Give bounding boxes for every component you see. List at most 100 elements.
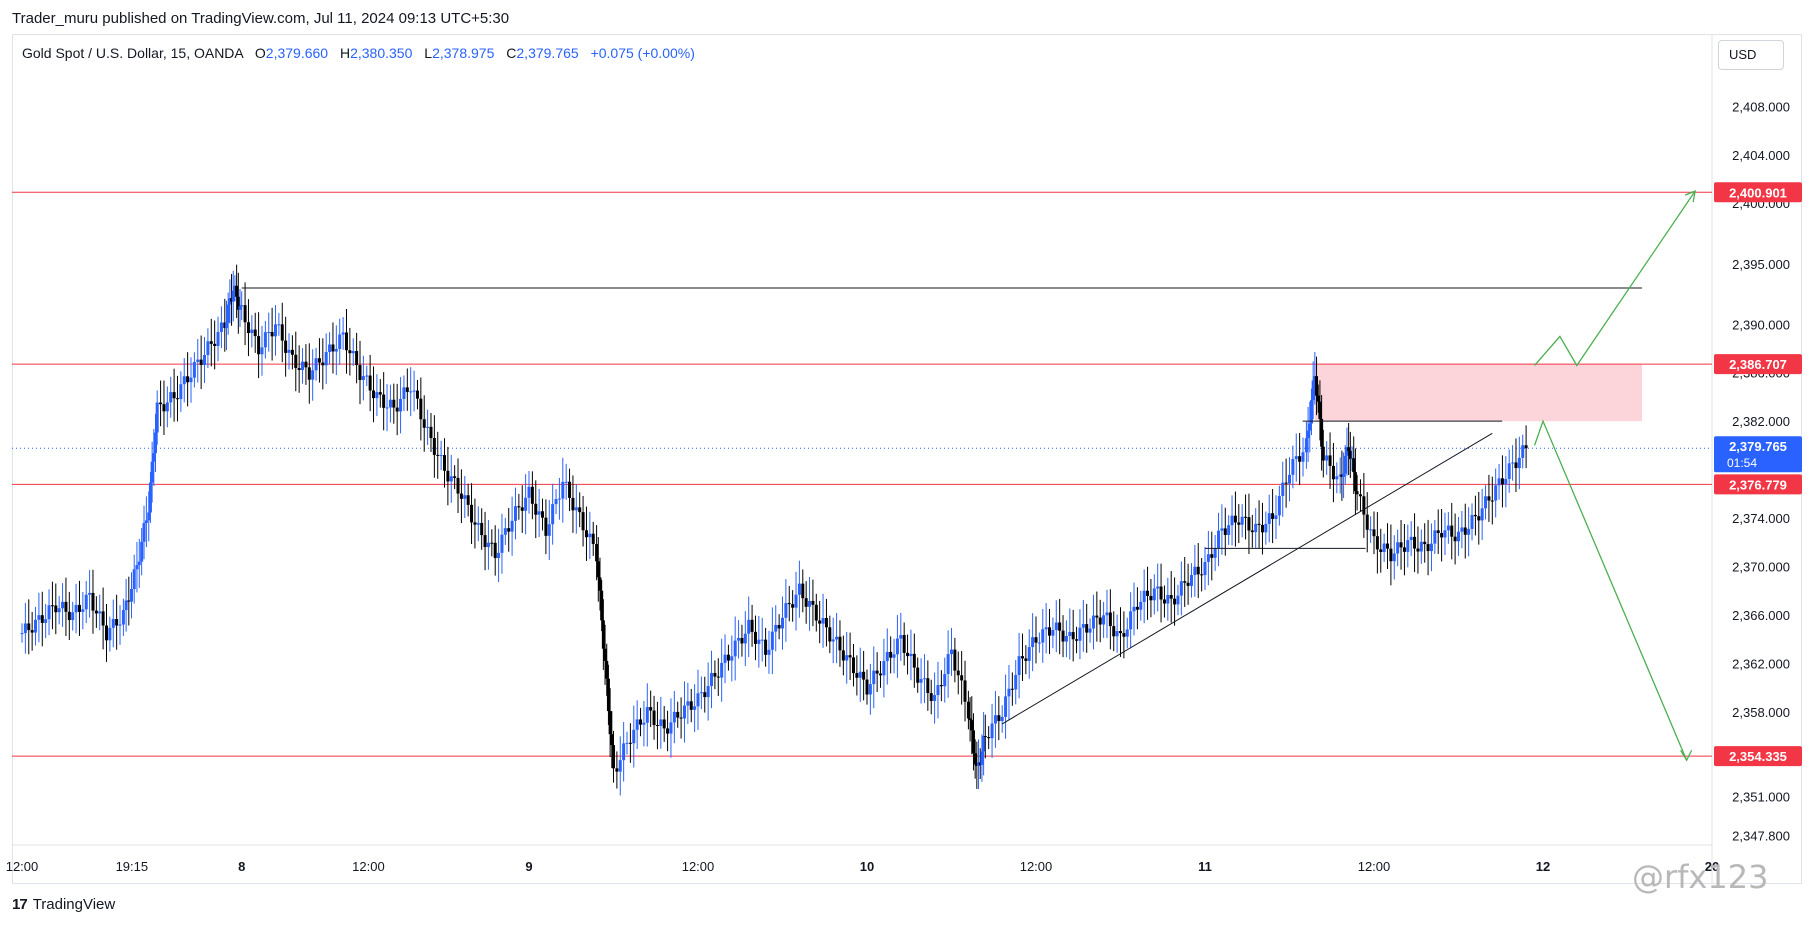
candle-body	[111, 618, 115, 628]
price-level-tag	[1714, 746, 1802, 767]
candle-body	[669, 722, 673, 734]
candle-body	[1004, 696, 1008, 717]
candle-body	[1233, 515, 1237, 523]
candle-body	[1119, 631, 1122, 634]
current-price-label: 2,379.765	[1729, 439, 1787, 454]
candle-body	[355, 351, 359, 366]
candle-body	[1426, 544, 1430, 552]
x-tick-label: 19:15	[116, 859, 149, 874]
candle-body	[1524, 445, 1528, 449]
candle-body	[206, 341, 210, 356]
candle-body	[224, 322, 228, 329]
supply-zone	[1314, 364, 1642, 422]
candle-body	[1200, 574, 1204, 576]
candle-body	[226, 304, 230, 323]
candle-body	[108, 627, 112, 641]
candle-body	[44, 619, 48, 623]
candle-body	[1132, 606, 1136, 612]
candle-body	[791, 604, 795, 608]
candle-body	[154, 432, 158, 454]
candle-body	[1010, 688, 1014, 690]
candle-body	[388, 399, 392, 408]
candle-body	[1487, 496, 1491, 501]
candle-body	[47, 605, 51, 620]
candle-body	[1051, 629, 1055, 636]
symbol-label[interactable]: Gold Spot / U.S. Dollar, 15, OANDA	[22, 45, 243, 61]
candle-body	[1340, 474, 1344, 477]
candle-body	[324, 352, 328, 366]
candle-body	[1213, 548, 1217, 558]
candle-body	[240, 305, 244, 307]
candle-body	[74, 604, 78, 613]
candle-body	[1058, 622, 1062, 631]
candle-body	[101, 611, 105, 626]
close-value: 2,379.765	[516, 45, 579, 61]
candle-body	[290, 349, 294, 355]
candle-body	[1500, 478, 1504, 485]
candle-body	[838, 636, 842, 651]
candle-body	[213, 343, 217, 347]
candle-body	[564, 481, 568, 483]
candle-body	[797, 583, 801, 595]
candle-body	[1054, 622, 1058, 630]
candle-body	[88, 592, 92, 595]
candle-body	[1507, 463, 1511, 479]
current-price-tag	[1714, 436, 1802, 473]
candle-body	[574, 507, 578, 511]
candle-body	[527, 486, 531, 498]
candle-body	[824, 617, 828, 628]
candle-body	[1504, 478, 1508, 485]
candle-body	[392, 399, 396, 408]
candle-body	[1402, 547, 1406, 552]
y-tick-label: 2,404.000	[1732, 148, 1790, 163]
candle-body	[1467, 528, 1471, 535]
bullish-projection-arrow	[1534, 190, 1696, 367]
candle-body	[862, 671, 866, 680]
candle-body	[1291, 459, 1295, 475]
candle-body	[581, 512, 585, 531]
candle-body	[716, 676, 720, 678]
candle-body	[301, 361, 305, 371]
low-label: L	[424, 45, 433, 61]
candle-body	[794, 594, 798, 608]
y-tick-label: 2,382.000	[1732, 414, 1790, 429]
candle-body	[169, 392, 173, 403]
candle-body	[513, 506, 517, 521]
candle-body	[1514, 462, 1518, 469]
candle-body	[1048, 627, 1052, 636]
candle-body	[1203, 561, 1207, 576]
candle-body	[1463, 527, 1467, 535]
candle-body	[372, 390, 376, 399]
candle-body	[1396, 542, 1400, 554]
candle-body	[449, 476, 453, 482]
candle-body	[1149, 595, 1153, 601]
candle-body	[223, 322, 227, 329]
candle-body	[595, 544, 599, 562]
candle-body	[1419, 541, 1423, 552]
candle-body	[524, 497, 528, 511]
candle-body	[1102, 615, 1106, 625]
candle-body	[639, 719, 643, 725]
candle-body	[642, 722, 646, 725]
candle-body	[659, 719, 663, 727]
candle-body	[737, 637, 741, 641]
candle-body	[612, 745, 615, 769]
candle-body	[1146, 590, 1150, 596]
candle-body	[140, 541, 144, 562]
candle-body	[196, 359, 200, 362]
candle-body	[706, 685, 710, 698]
candle-body	[238, 306, 242, 310]
candle-body	[470, 504, 474, 523]
candle-body	[774, 624, 778, 632]
currency-button[interactable]: USD	[1718, 40, 1784, 70]
candle-body	[77, 604, 81, 612]
candle-body	[764, 639, 768, 655]
candle-body	[422, 419, 426, 428]
candle-body	[615, 768, 619, 772]
tradingview-brand[interactable]: 17 TradingView	[12, 896, 115, 913]
candle-body	[466, 495, 470, 505]
candle-body	[127, 600, 131, 602]
candle-body	[1156, 586, 1160, 589]
candle-body	[1264, 523, 1268, 533]
